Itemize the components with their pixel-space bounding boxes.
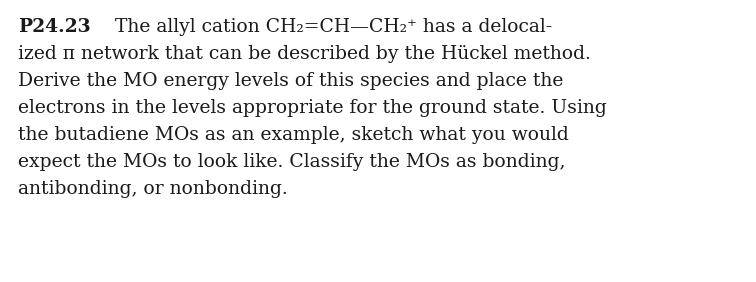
Text: the butadiene MOs as an example, sketch what you would: the butadiene MOs as an example, sketch … bbox=[18, 126, 569, 144]
Text: The allyl cation CH₂=CH—CH₂⁺ has a delocal-: The allyl cation CH₂=CH—CH₂⁺ has a deloc… bbox=[91, 18, 552, 36]
Text: electrons in the levels appropriate for the ground state. Using: electrons in the levels appropriate for … bbox=[18, 99, 607, 117]
Text: P24.23: P24.23 bbox=[18, 18, 91, 36]
Text: antibonding, or nonbonding.: antibonding, or nonbonding. bbox=[18, 180, 288, 199]
Text: Derive the MO energy levels of this species and place the: Derive the MO energy levels of this spec… bbox=[18, 72, 563, 90]
Text: ized π network that can be described by the Hückel method.: ized π network that can be described by … bbox=[18, 45, 591, 63]
Text: expect the MOs to look like. Classify the MOs as bonding,: expect the MOs to look like. Classify th… bbox=[18, 153, 565, 171]
